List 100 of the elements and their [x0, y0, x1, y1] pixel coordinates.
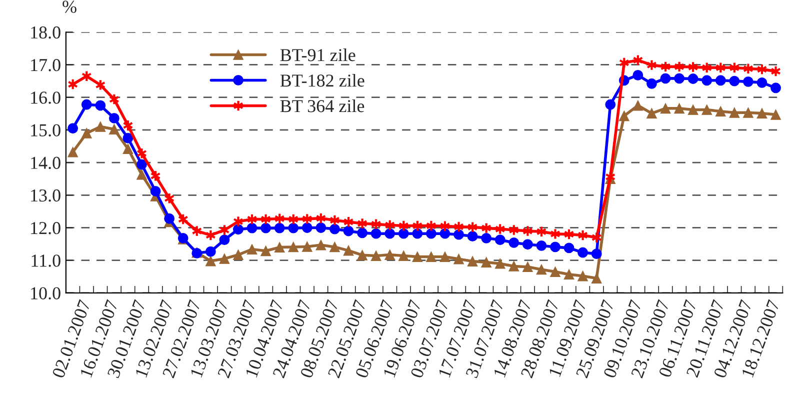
point — [591, 273, 602, 284]
point — [150, 186, 161, 196]
point — [536, 264, 547, 275]
point — [674, 103, 684, 114]
point — [274, 242, 285, 253]
point — [702, 75, 712, 86]
point — [494, 234, 506, 246]
point — [370, 250, 382, 261]
y-tick-label: 12.0 — [31, 222, 60, 234]
point — [219, 234, 230, 246]
point — [578, 270, 588, 282]
point — [618, 110, 630, 122]
point — [454, 254, 464, 264]
point — [467, 230, 478, 242]
point — [108, 124, 120, 134]
point — [219, 253, 230, 264]
point — [715, 106, 726, 117]
point — [384, 228, 396, 239]
point — [632, 70, 644, 80]
legend-label: BT 364 zile — [280, 100, 364, 112]
y-tick-label: 13.0 — [31, 189, 60, 202]
point — [316, 222, 326, 233]
point — [412, 252, 423, 262]
point — [660, 73, 671, 84]
point — [702, 104, 712, 115]
point — [136, 159, 147, 170]
point — [246, 222, 258, 234]
y-tick-label: 17.0 — [31, 58, 60, 72]
point — [81, 128, 92, 138]
point — [756, 77, 768, 88]
point — [370, 228, 382, 239]
point — [522, 262, 533, 272]
point — [522, 239, 533, 250]
y-tick-label: 10.0 — [31, 287, 60, 300]
point — [481, 257, 492, 268]
point — [274, 222, 285, 234]
point — [632, 100, 644, 111]
point — [564, 242, 574, 254]
point — [426, 228, 436, 239]
point — [440, 252, 450, 262]
point — [578, 247, 588, 258]
y-tick-label: 16.0 — [31, 92, 60, 104]
point — [646, 108, 657, 119]
point — [729, 76, 740, 86]
point — [329, 224, 340, 234]
point — [95, 121, 106, 132]
point — [564, 269, 574, 280]
point — [68, 123, 78, 134]
point — [508, 238, 520, 248]
point — [260, 246, 271, 256]
point — [95, 100, 106, 111]
point — [688, 104, 698, 115]
y-axis-title: % — [62, 0, 76, 13]
point — [440, 228, 450, 239]
point — [343, 245, 354, 256]
point — [398, 250, 409, 261]
point — [233, 224, 244, 235]
point — [481, 232, 492, 244]
point — [550, 266, 560, 277]
point — [646, 78, 657, 89]
point — [343, 226, 354, 236]
point — [605, 99, 616, 110]
point — [412, 228, 423, 239]
point — [494, 258, 506, 269]
point — [205, 246, 216, 257]
y-tick-label: 18.0 — [31, 26, 60, 39]
legend-label: BT-91 zile — [280, 48, 356, 62]
legend-label: BT-182 zile — [280, 74, 364, 87]
point — [302, 222, 312, 233]
point — [742, 107, 754, 118]
point — [122, 132, 134, 144]
point — [550, 242, 560, 252]
point — [288, 222, 299, 234]
y-tick-label: 15.0 — [31, 124, 60, 136]
point — [508, 260, 520, 272]
point — [302, 241, 312, 252]
point — [729, 107, 740, 118]
point — [357, 228, 368, 238]
point — [329, 242, 340, 252]
point — [81, 99, 92, 110]
point — [108, 112, 120, 124]
point — [357, 250, 368, 260]
point — [715, 75, 726, 86]
point — [467, 256, 478, 267]
point — [384, 250, 396, 260]
point — [260, 222, 271, 234]
point — [122, 144, 134, 154]
point — [246, 244, 258, 254]
point — [674, 73, 684, 84]
y-tick-label: 14.0 — [31, 156, 60, 170]
point — [454, 229, 464, 240]
point — [233, 250, 244, 260]
point — [660, 103, 671, 114]
point — [688, 74, 698, 84]
point — [136, 169, 147, 180]
y-tick-label: 11.0 — [32, 254, 60, 267]
point — [288, 242, 299, 252]
point — [742, 76, 754, 87]
point — [770, 109, 781, 120]
point — [426, 252, 436, 262]
